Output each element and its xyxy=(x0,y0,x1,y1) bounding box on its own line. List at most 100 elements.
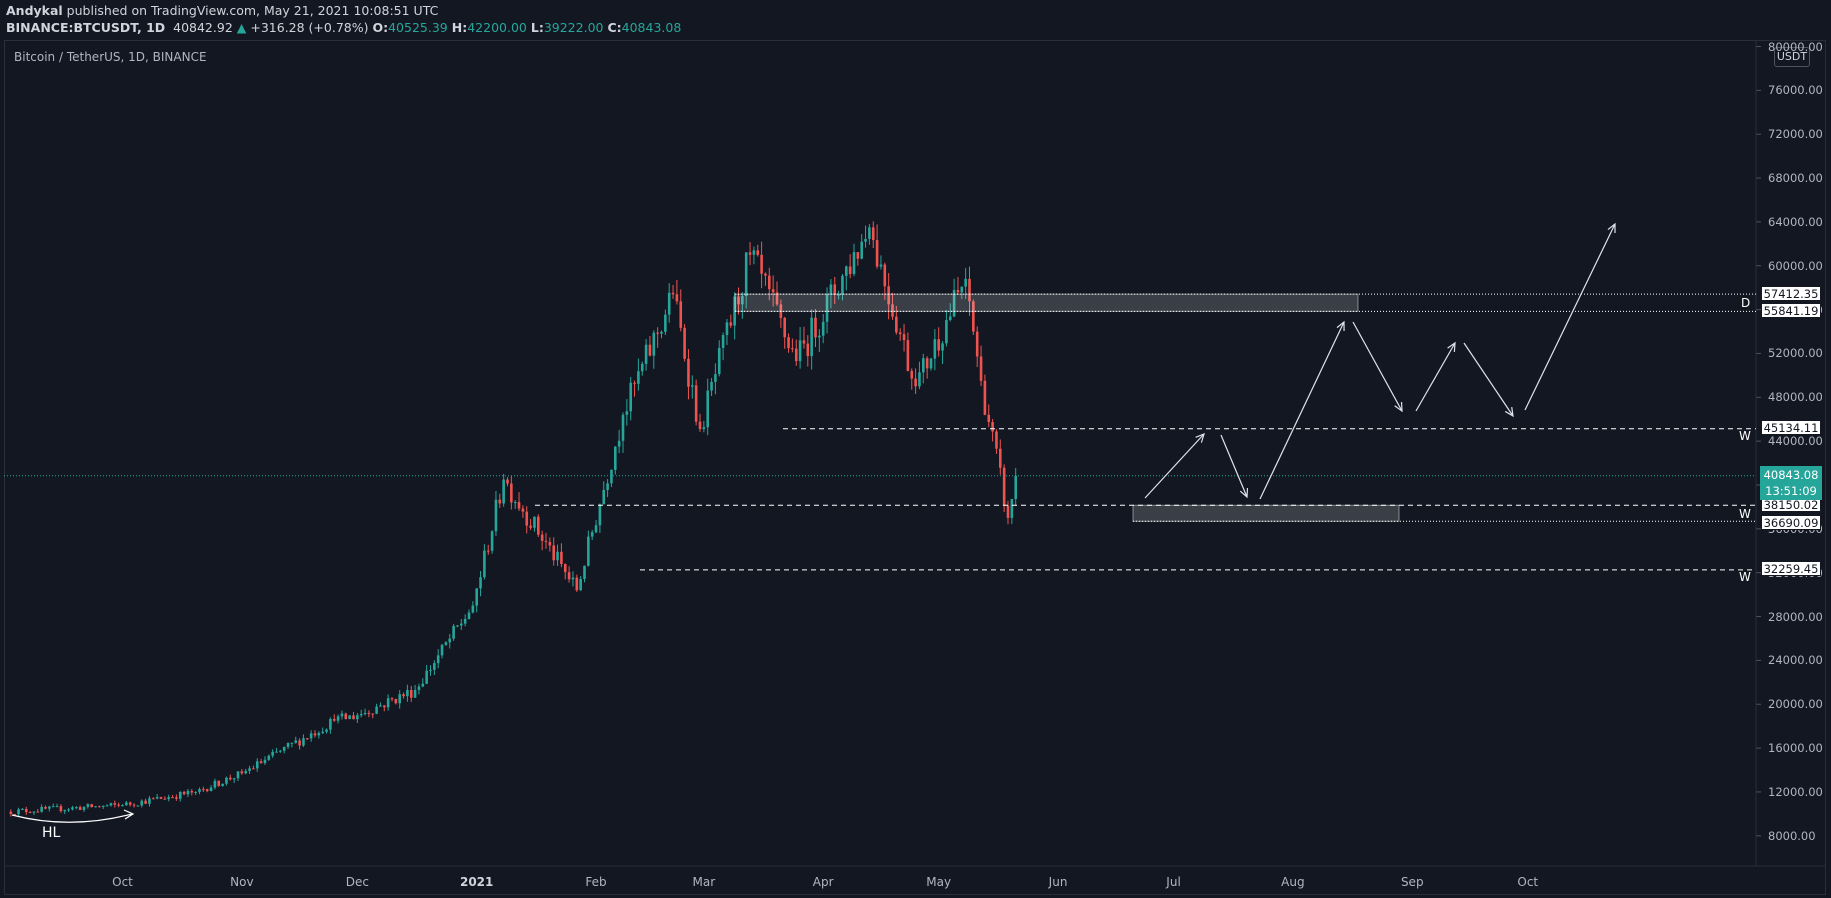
candle-body xyxy=(694,385,698,422)
candle-body xyxy=(594,525,598,533)
symbol-label[interactable]: BINANCE:BTCUSDT, 1D xyxy=(6,20,166,35)
candle-body xyxy=(402,694,405,697)
y-tick-label: 48000.00 xyxy=(1768,390,1823,405)
candle-body xyxy=(429,669,432,671)
candle-body xyxy=(44,806,47,809)
y-tick-label: 16000.00 xyxy=(1768,741,1823,756)
candle-body xyxy=(32,811,36,813)
candle-body xyxy=(498,499,502,504)
candle-body xyxy=(691,385,694,387)
candle-body xyxy=(255,761,259,769)
candle-body xyxy=(252,768,255,770)
last-price: 40842.92 xyxy=(173,20,233,35)
author-name[interactable]: Andykal xyxy=(6,3,63,18)
candle-body xyxy=(471,605,475,613)
high-value: 42200.00 xyxy=(467,20,527,35)
candle-body xyxy=(948,316,952,321)
candle-body xyxy=(367,712,371,714)
candle-body xyxy=(979,356,983,381)
y-tick-label: 60000.00 xyxy=(1768,258,1823,273)
candle-body xyxy=(421,683,425,687)
current-price-value: 40843.08 xyxy=(1763,468,1819,482)
candle-body xyxy=(975,331,979,357)
y-tick-label: 12000.00 xyxy=(1768,784,1823,799)
candle-body xyxy=(972,301,975,332)
candle-body xyxy=(621,414,625,441)
support-zone xyxy=(1132,504,1400,522)
candle-body xyxy=(637,371,640,384)
candle-body xyxy=(290,742,294,744)
candle-body xyxy=(617,440,621,447)
candle-body xyxy=(640,363,644,372)
candle-body xyxy=(271,751,274,756)
projection-arrow xyxy=(1144,432,1205,499)
candle-body xyxy=(321,731,324,734)
candle-body xyxy=(136,805,140,807)
candle-body xyxy=(36,811,40,813)
x-tick-label: Feb xyxy=(585,875,607,889)
candle-body xyxy=(63,810,67,812)
candle-body xyxy=(560,551,563,565)
candle-body xyxy=(59,806,63,812)
candle-body xyxy=(329,719,332,730)
candle-body xyxy=(448,638,452,643)
x-tick-label: Aug xyxy=(1281,875,1305,889)
candle-body xyxy=(571,577,575,580)
axis-currency-button[interactable]: USDT xyxy=(1774,47,1810,67)
candle-body xyxy=(748,252,752,255)
candle-body xyxy=(171,797,174,799)
y-tick-label: 28000.00 xyxy=(1768,609,1823,624)
candle-body xyxy=(436,655,440,664)
candle-body xyxy=(810,317,813,357)
y-tick-label: 72000.00 xyxy=(1768,127,1823,142)
candle-body xyxy=(702,427,706,430)
candle-body xyxy=(282,746,286,751)
candle-body xyxy=(202,789,205,791)
candle-body xyxy=(606,483,609,490)
x-tick-label: Apr xyxy=(812,875,834,889)
candle-body xyxy=(652,332,656,356)
candle-body xyxy=(313,733,317,736)
candle-body xyxy=(898,332,902,335)
candle-body xyxy=(467,612,471,619)
level-label-55841: 55841.19 xyxy=(1761,303,1821,318)
candle-body xyxy=(868,227,871,239)
arrow-head xyxy=(1447,341,1456,353)
candle-body xyxy=(760,254,763,274)
candle-body xyxy=(775,292,779,305)
x-tick-label: Sep xyxy=(1400,875,1424,889)
candle-body xyxy=(55,806,59,808)
candle-body xyxy=(113,803,117,805)
candle-body xyxy=(460,623,463,626)
candle-body xyxy=(163,798,167,800)
candle-body xyxy=(768,275,771,290)
chart-header: Andykal published on TradingView.com, Ma… xyxy=(0,0,1831,40)
zone-label-w2: W xyxy=(1739,507,1751,521)
y-tick-label: 44000.00 xyxy=(1768,434,1823,449)
candle-body xyxy=(363,712,367,715)
arrow-head xyxy=(1239,487,1249,499)
candle-body xyxy=(240,771,244,774)
candle-body xyxy=(105,805,109,807)
candle-body xyxy=(802,340,806,344)
projection-arrow xyxy=(1463,342,1514,418)
candle-body xyxy=(644,344,648,364)
candle-body xyxy=(952,290,956,317)
candle-body xyxy=(190,791,194,793)
candle-body xyxy=(148,798,151,804)
candle-body xyxy=(371,713,375,715)
publish-info: published on TradingView.com, May 21, 20… xyxy=(62,3,439,18)
candle-body xyxy=(94,806,97,808)
candle-body xyxy=(155,797,159,799)
hl-curve xyxy=(11,813,133,823)
price-change: +316.28 (+0.78%) xyxy=(250,20,369,35)
candle-body xyxy=(783,317,786,338)
candle-body xyxy=(737,296,740,305)
candle-body xyxy=(660,331,663,334)
candle-body xyxy=(456,625,459,627)
candle-body xyxy=(664,314,667,332)
candle-body xyxy=(475,588,478,606)
candle-body xyxy=(232,778,236,780)
resistance-zone xyxy=(734,293,1359,312)
